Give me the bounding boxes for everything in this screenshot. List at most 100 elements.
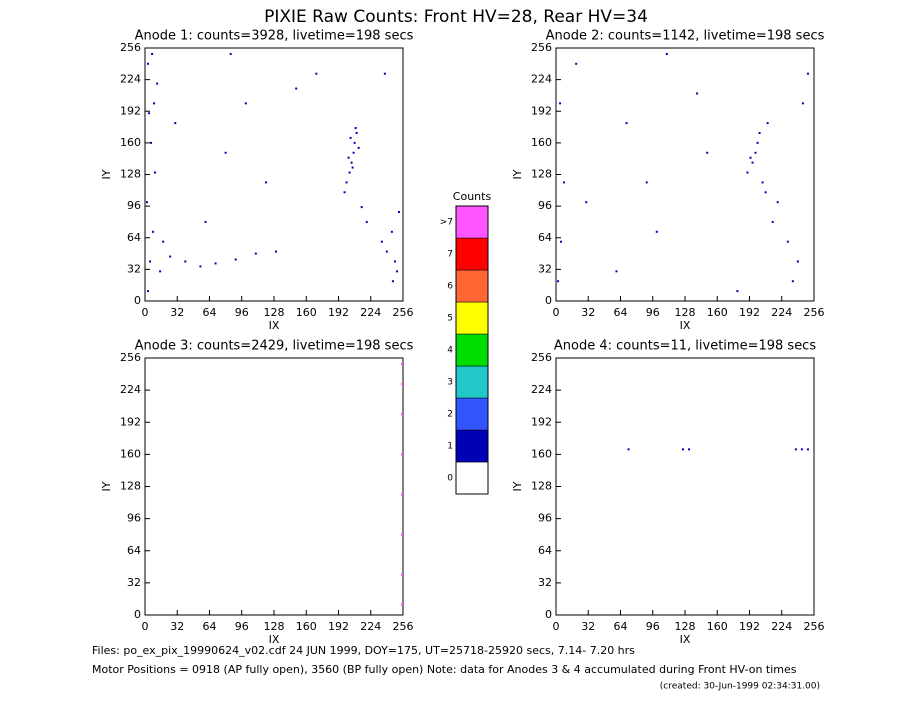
count-dot xyxy=(746,171,749,174)
count-dot xyxy=(354,127,357,130)
count-dot xyxy=(400,573,403,576)
count-dot xyxy=(559,102,562,105)
count-dot xyxy=(149,260,152,263)
count-dot xyxy=(696,92,699,95)
x-tick-label: 64 xyxy=(614,306,628,319)
count-dot xyxy=(229,52,232,55)
count-dot xyxy=(204,220,207,223)
x-tick-label: 32 xyxy=(170,620,184,633)
count-dot xyxy=(800,448,803,451)
color-box xyxy=(455,365,489,399)
x-tick-label: 256 xyxy=(393,306,414,319)
colorbar-label: 2 xyxy=(447,410,453,420)
count-dot xyxy=(295,87,298,90)
count-dot xyxy=(391,280,394,283)
count-dot xyxy=(395,270,398,273)
y-tick-label: 0 xyxy=(545,294,552,307)
count-dot xyxy=(154,171,157,174)
colorbar-label: >7 xyxy=(440,218,453,228)
y-tick-label: 0 xyxy=(134,294,141,307)
y-tick-label: 64 xyxy=(127,544,141,557)
count-dot xyxy=(400,493,403,496)
count-dot xyxy=(355,131,358,134)
x-tick-label: 224 xyxy=(771,306,792,319)
count-dot xyxy=(585,201,588,204)
count-dot xyxy=(199,265,202,268)
count-dot xyxy=(343,191,346,194)
colorbar-label: 0 xyxy=(447,474,453,484)
count-dot xyxy=(347,156,350,159)
x-tick-label: 32 xyxy=(170,306,184,319)
count-dot xyxy=(625,122,628,125)
x-tick-label: 96 xyxy=(646,306,660,319)
count-dot xyxy=(400,413,403,416)
y-tick-label: 0 xyxy=(545,608,552,621)
count-dot xyxy=(400,603,403,606)
footer-line: Motor Positions = 0918 (AP fully open), … xyxy=(92,663,797,676)
count-dot xyxy=(575,62,578,65)
count-dot xyxy=(557,280,560,283)
y-tick-label: 256 xyxy=(120,41,141,54)
count-dot xyxy=(758,131,761,134)
count-dot xyxy=(214,262,217,265)
x-tick-label: 96 xyxy=(235,306,249,319)
y-tick-label: 224 xyxy=(120,73,141,86)
y-tick-label: 96 xyxy=(127,199,141,212)
count-dot xyxy=(146,201,149,204)
count-dot xyxy=(764,191,767,194)
x-tick-label: 256 xyxy=(804,306,825,319)
color-box xyxy=(455,205,489,239)
count-dot xyxy=(756,141,759,144)
count-dot xyxy=(348,171,351,174)
page-title: PIXIE Raw Counts: Front HV=28, Rear HV=3… xyxy=(264,7,648,27)
count-dot xyxy=(150,141,153,144)
count-dot xyxy=(349,136,352,139)
y-axis-label: IY xyxy=(511,169,524,179)
count-dot xyxy=(254,252,257,255)
count-dot xyxy=(360,206,363,209)
color-box xyxy=(455,333,489,367)
y-tick-label: 64 xyxy=(538,544,552,557)
y-tick-label: 32 xyxy=(538,576,552,589)
count-dot xyxy=(350,161,353,164)
count-dot xyxy=(380,240,383,243)
y-tick-label: 32 xyxy=(127,576,141,589)
count-dot xyxy=(162,240,165,243)
y-tick-label: 128 xyxy=(531,168,552,181)
y-tick-label: 160 xyxy=(531,447,552,460)
y-tick-label: 256 xyxy=(531,351,552,364)
y-tick-label: 192 xyxy=(531,104,552,117)
y-axis-label: IY xyxy=(100,169,113,179)
x-axis-label: IX xyxy=(680,319,691,332)
count-dot xyxy=(761,181,764,184)
x-tick-label: 192 xyxy=(739,306,760,319)
count-dot xyxy=(806,72,809,75)
y-tick-label: 128 xyxy=(531,480,552,493)
colorbar-label: 5 xyxy=(447,314,453,324)
y-tick-label: 160 xyxy=(120,447,141,460)
count-dot xyxy=(615,270,618,273)
y-tick-label: 0 xyxy=(134,608,141,621)
count-dot xyxy=(749,156,752,159)
count-dot xyxy=(397,211,400,214)
x-tick-label: 128 xyxy=(675,306,696,319)
y-tick-label: 96 xyxy=(538,512,552,525)
count-dot xyxy=(156,82,159,85)
color-box xyxy=(455,301,489,335)
count-dot xyxy=(776,201,779,204)
count-dot xyxy=(357,146,360,149)
y-tick-label: 224 xyxy=(120,383,141,396)
count-dot xyxy=(147,290,150,293)
x-tick-label: 160 xyxy=(296,306,317,319)
count-dot xyxy=(244,102,247,105)
x-tick-label: 96 xyxy=(646,620,660,633)
x-tick-label: 64 xyxy=(203,306,217,319)
count-dot xyxy=(681,448,684,451)
count-dot xyxy=(169,255,172,258)
x-axis-label: IX xyxy=(269,633,280,646)
colorbar-label: 7 xyxy=(447,250,453,260)
x-tick-label: 0 xyxy=(553,306,560,319)
count-dot xyxy=(353,141,356,144)
count-dot xyxy=(801,102,804,105)
x-tick-label: 32 xyxy=(581,306,595,319)
